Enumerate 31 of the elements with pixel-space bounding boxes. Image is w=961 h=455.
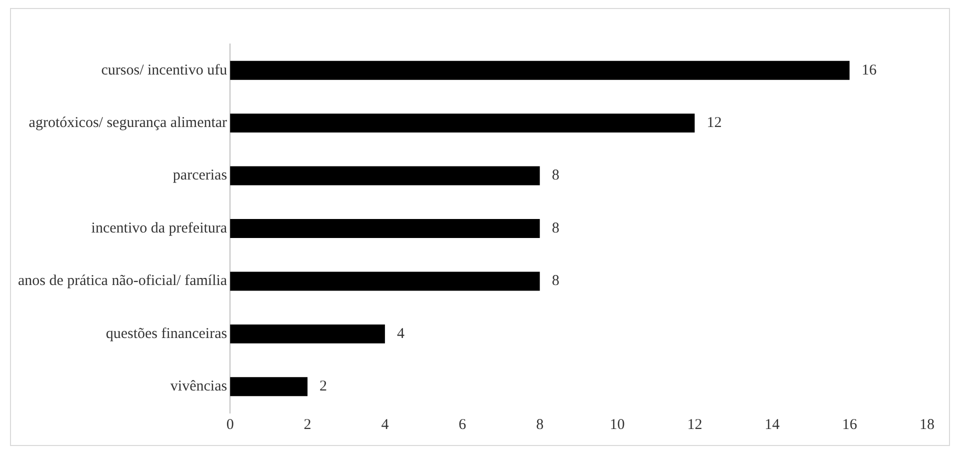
x-tick-label: 18: [920, 416, 934, 433]
y-tick-label: parcerias: [172, 168, 228, 184]
bar: [230, 272, 540, 291]
x-tick-label: 12: [687, 416, 702, 433]
y-tick-label: cursos/ incentivo ufu: [101, 62, 228, 78]
x-tick-label: 10: [610, 416, 625, 433]
bar: [230, 60, 850, 80]
bar: [230, 219, 540, 238]
data-label: 8: [552, 168, 560, 184]
x-tick-label: 14: [764, 416, 780, 433]
y-tick-label: vivências: [170, 378, 228, 395]
data-label: 2: [320, 378, 328, 395]
y-tick-label: questões financeiras: [106, 326, 228, 342]
bar: [230, 324, 385, 344]
bar: [230, 166, 540, 186]
x-tick-label: 0: [226, 416, 234, 433]
data-label: 4: [396, 326, 405, 342]
x-tick-label: 2: [304, 416, 312, 433]
bar: [230, 377, 308, 396]
bar: [230, 114, 695, 133]
data-label: 8: [552, 220, 560, 236]
data-label: 8: [552, 273, 560, 290]
y-tick-label: anos de prática não-oficial/ família: [18, 273, 228, 290]
data-label: 12: [706, 115, 722, 132]
x-tick-label: 8: [536, 416, 544, 433]
x-tick-label: 6: [458, 416, 467, 433]
data-label: 16: [862, 62, 878, 78]
x-tick-label: 16: [842, 416, 858, 433]
y-tick-label: agrotóxicos/ segurança alimentar: [28, 115, 228, 132]
y-tick-label: incentivo da prefeitura: [91, 220, 228, 236]
x-tick-label: 4: [381, 416, 390, 433]
